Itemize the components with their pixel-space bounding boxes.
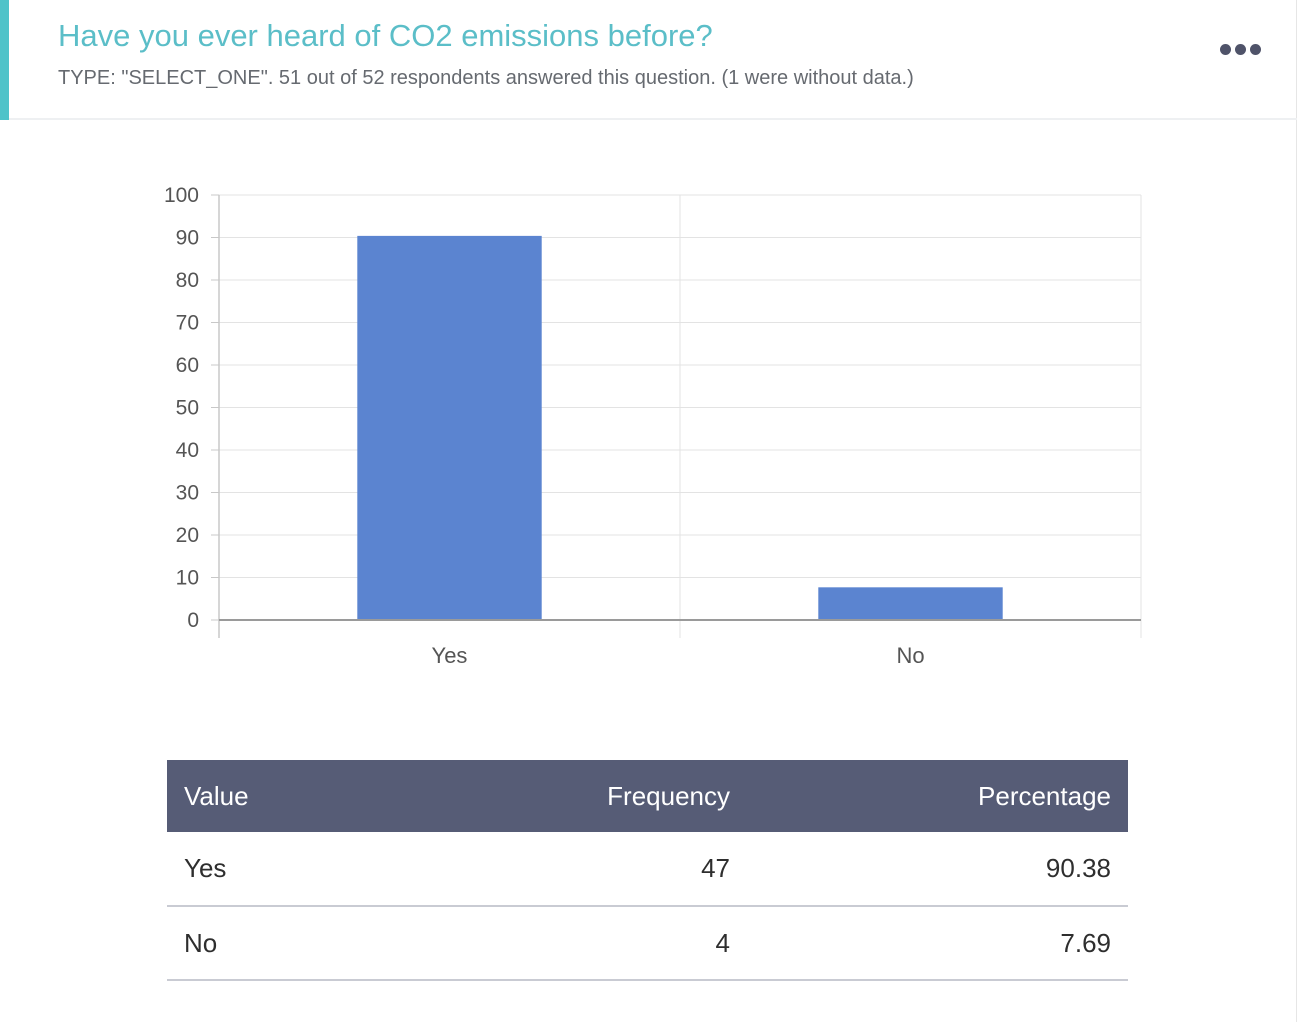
bar-chart: 0 10 20 30 40 50 60 70 80 90 100 Yes No (0, 120, 1297, 740)
column-header-value[interactable]: Value (184, 780, 249, 811)
question-title: Have you ever heard of CO2 emissions bef… (58, 18, 713, 53)
question-meta: TYPE: "SELECT_ONE". 51 out of 52 respond… (58, 67, 914, 89)
column-header-percentage[interactable]: Percentage (978, 780, 1111, 811)
x-tick-label: No (896, 643, 924, 668)
x-tick-label: Yes (432, 643, 468, 668)
table-cell-frequency: 4 (497, 906, 747, 981)
bar-chart-svg: 0 10 20 30 40 50 60 70 80 90 100 Yes No (164, 184, 1142, 668)
bar-yes (357, 235, 542, 620)
table-cell-percentage: 90.38 (747, 832, 1128, 907)
table-row: No 4 7.69 (167, 906, 1128, 981)
question-header: Have you ever heard of CO2 emissions bef… (0, 0, 1297, 120)
more-horizontal-icon (1220, 44, 1231, 55)
table-cell-value: No (167, 906, 497, 981)
table-cell-frequency: 47 (497, 832, 747, 907)
table-header-row: Value Frequency Percentage (167, 760, 1128, 832)
table-cell-percentage: 7.69 (747, 906, 1128, 981)
column-header-frequency[interactable]: Frequency (607, 780, 730, 811)
y-tick-label: 0 (187, 609, 199, 632)
y-tick-label: 70 (176, 312, 199, 335)
y-tick-label: 50 (176, 397, 199, 420)
y-tick-label: 60 (176, 354, 199, 377)
table-row: Yes 47 90.38 (167, 832, 1128, 907)
y-tick-label: 100 (164, 184, 199, 207)
y-tick-label: 90 (176, 227, 199, 250)
y-tick-label: 80 (176, 269, 199, 292)
accent-bar (0, 0, 9, 120)
more-horizontal-icon-dot-2 (1235, 44, 1246, 55)
y-tick-label: 20 (176, 524, 199, 547)
table-cell-value: Yes (167, 832, 497, 907)
y-tick-label: 40 (176, 439, 199, 462)
bar-no (818, 587, 1003, 620)
more-horizontal-icon-dot-3 (1250, 44, 1261, 55)
frequency-table: Value Frequency Percentage Yes 47 90.38 … (167, 760, 1128, 981)
y-tick-label: 30 (176, 482, 199, 505)
y-tick-label: 10 (176, 567, 199, 590)
more-options-button[interactable] (1216, 40, 1264, 60)
